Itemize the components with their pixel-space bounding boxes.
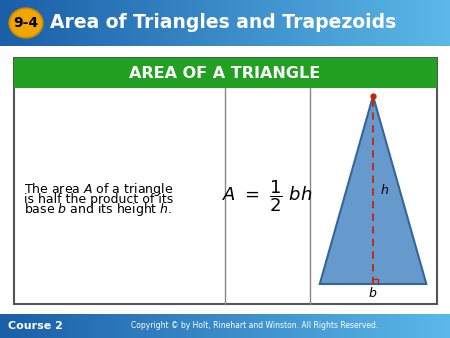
- Text: Copyright © by Holt, Rinehart and Winston. All Rights Reserved.: Copyright © by Holt, Rinehart and Winsto…: [131, 321, 378, 331]
- Text: 9-4: 9-4: [14, 16, 39, 30]
- Text: $\mathit{A}\ =\ \dfrac{1}{2}\ \mathit{bh}$: $\mathit{A}\ =\ \dfrac{1}{2}\ \mathit{bh…: [222, 178, 312, 214]
- Bar: [0, 46, 450, 314]
- Bar: [14, 58, 436, 304]
- Text: AREA OF A TRIANGLE: AREA OF A TRIANGLE: [130, 66, 320, 80]
- Text: Area of Triangles and Trapezoids: Area of Triangles and Trapezoids: [50, 14, 396, 32]
- Polygon shape: [320, 96, 426, 284]
- Bar: [14, 58, 436, 88]
- Text: base $\mathit{b}$ and its height $\mathit{h}$.: base $\mathit{b}$ and its height $\mathi…: [23, 201, 172, 218]
- Text: $\mathit{b}$: $\mathit{b}$: [369, 286, 378, 300]
- Ellipse shape: [9, 8, 43, 38]
- Text: Course 2: Course 2: [8, 321, 63, 331]
- Text: The area $\mathit{A}$ of a triangle: The area $\mathit{A}$ of a triangle: [23, 182, 173, 198]
- Text: is half the product of its: is half the product of its: [23, 193, 173, 207]
- Text: $\mathit{h}$: $\mathit{h}$: [380, 183, 389, 197]
